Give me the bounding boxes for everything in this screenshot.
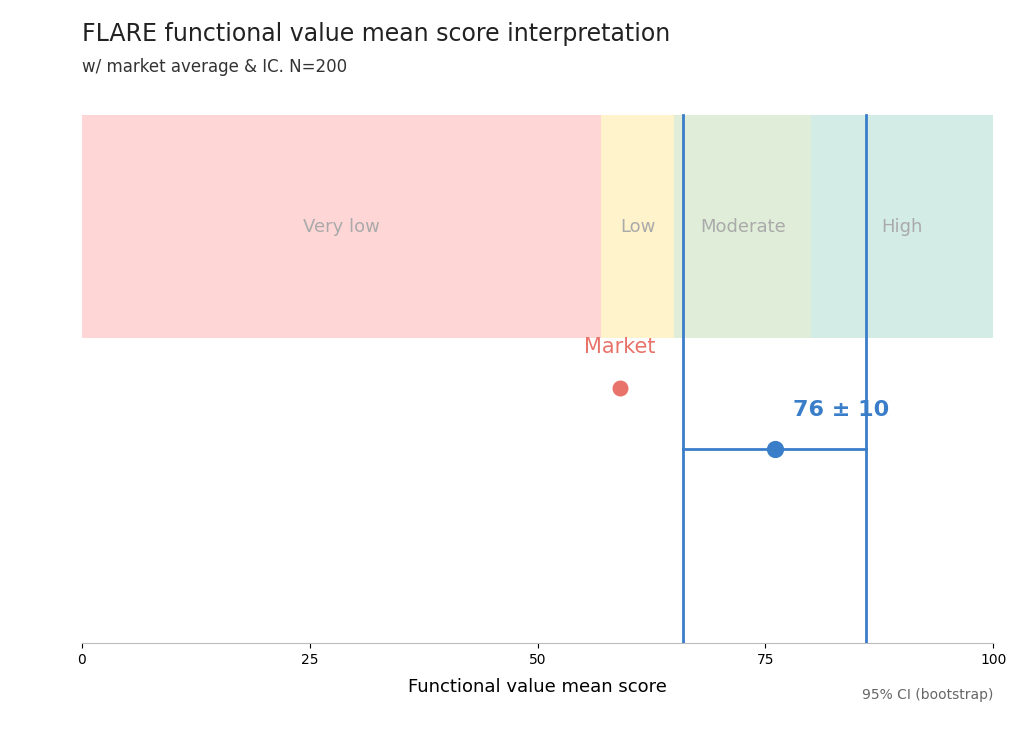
Text: 76 ± 10: 76 ± 10 (793, 400, 889, 420)
Text: w/ market average & IC. N=200: w/ market average & IC. N=200 (82, 58, 347, 77)
Text: Moderate: Moderate (699, 218, 785, 235)
Text: Market: Market (584, 337, 655, 357)
Text: High: High (882, 218, 923, 235)
Bar (601, 115, 674, 338)
Text: Low: Low (621, 218, 655, 235)
X-axis label: Functional value mean score: Functional value mean score (409, 678, 667, 696)
Point (766, 443, 782, 455)
Text: FLARE functional value mean score interpretation: FLARE functional value mean score interp… (82, 22, 670, 46)
Bar (674, 115, 811, 338)
Text: Very low: Very low (303, 218, 380, 235)
Bar (82, 115, 601, 338)
Point (611, 382, 628, 393)
Bar (811, 115, 993, 338)
Text: 95% CI (bootstrap): 95% CI (bootstrap) (862, 688, 993, 702)
